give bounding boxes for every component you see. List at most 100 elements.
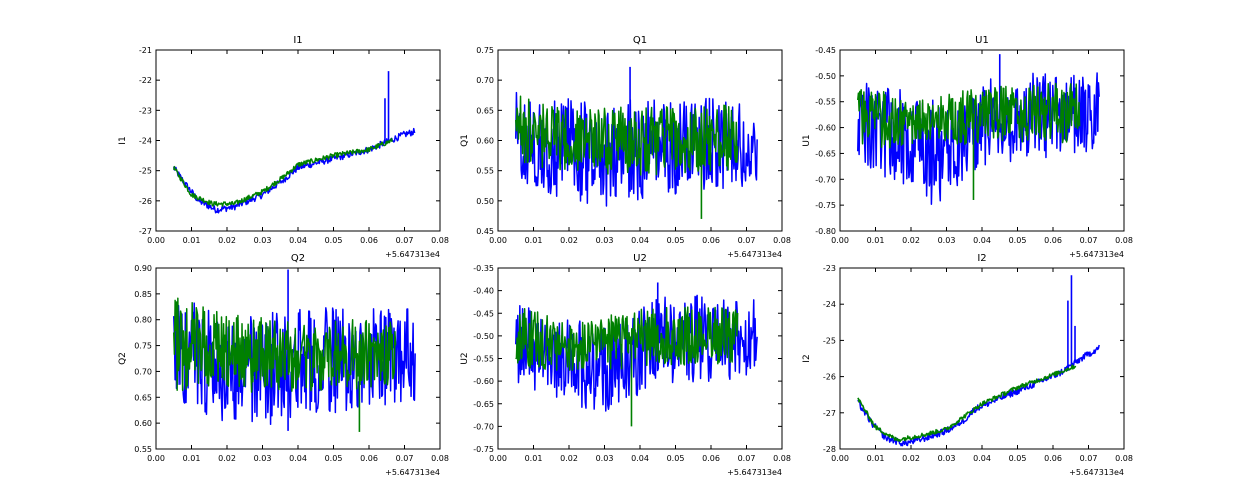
y-axis-label: U2: [460, 352, 470, 364]
subplot-title: I2: [977, 253, 986, 264]
plot-area: [173, 71, 416, 214]
plot-area: [173, 269, 416, 432]
y-tick-label: -0.55: [815, 98, 836, 107]
subplot-U1: 0.00 0.01 0.02 0.03 0.04 0.05 0.06 0.07 0.08 -0.8…: [802, 35, 1133, 259]
x-tick-label: 0.03: [938, 236, 956, 245]
x-offset-label: +5.647313e4: [727, 250, 782, 259]
x-tick-label: 0.08: [431, 454, 449, 463]
x-tick-label: 0.08: [431, 236, 449, 245]
plot-area: [515, 66, 758, 219]
subplot-title: U1: [975, 35, 989, 46]
subplot-I2: 0.00 0.01 0.02 0.03 0.04 0.05 0.06 0.07 0.08 -28 -…: [802, 253, 1133, 477]
x-tick-label: 0.05: [667, 454, 685, 463]
y-tick-label: -25: [823, 336, 836, 345]
series-line-2: [173, 137, 393, 207]
x-tick-label: 0.08: [773, 236, 791, 245]
x-tick-label: 0.06: [1044, 236, 1062, 245]
x-tick-label: 0.02: [902, 236, 920, 245]
y-tick-label: -28: [823, 445, 836, 454]
y-tick-label: 0.75: [476, 46, 494, 55]
plot-area: [857, 54, 1100, 205]
y-tick-label: -0.60: [473, 377, 494, 386]
y-tick-label: 0.70: [134, 367, 152, 376]
x-offset-label: +5.647313e4: [1069, 250, 1124, 259]
y-tick-label: -0.70: [473, 422, 494, 431]
y-tick-label: 0.55: [476, 167, 494, 176]
subplot-U2: 0.00 0.01 0.02 0.03 0.04 0.05 0.06 0.07 0.08 -0.7…: [460, 253, 791, 477]
plot-area: [857, 275, 1100, 447]
y-tick-label: 0.80: [134, 316, 152, 325]
y-tick-label: -23: [823, 264, 836, 273]
y-tick-label: 0.90: [134, 264, 152, 273]
x-tick-label: 0.04: [973, 454, 991, 463]
x-tick-label: 0.06: [1044, 454, 1062, 463]
x-tick-label: 0.00: [147, 454, 165, 463]
x-tick-label: 0.04: [973, 236, 991, 245]
x-tick-label: 0.03: [254, 236, 272, 245]
x-tick-label: 0.00: [489, 454, 507, 463]
y-tick-label: 0.65: [476, 106, 494, 115]
y-tick-label: -0.35: [473, 264, 494, 273]
x-tick-label: 0.06: [702, 454, 720, 463]
y-axis-label: Q2: [118, 352, 128, 365]
y-tick-label: -0.75: [815, 201, 836, 210]
x-tick-label: 0.04: [631, 454, 649, 463]
y-tick-label: -0.60: [815, 124, 836, 133]
series-line-2: [515, 306, 739, 371]
series-line-1: [515, 294, 758, 412]
y-tick-label: 0.75: [134, 342, 152, 351]
y-axis-label: I2: [802, 354, 812, 362]
x-tick-label: 0.01: [525, 236, 543, 245]
x-tick-label: 0.04: [631, 236, 649, 245]
subplot-Q1: 0.00 0.01 0.02 0.03 0.04 0.05 0.06 0.07 0.08 0.45…: [460, 35, 791, 259]
y-tick-label: -0.65: [473, 400, 494, 409]
x-tick-label: 0.00: [831, 454, 849, 463]
x-tick-label: 0.05: [1009, 454, 1027, 463]
x-tick-label: 0.03: [596, 454, 614, 463]
y-tick-label: 0.50: [476, 197, 494, 206]
x-tick-label: 0.01: [867, 454, 885, 463]
x-tick-label: 0.02: [560, 236, 578, 245]
x-tick-label: 0.03: [596, 236, 614, 245]
subplot-title: Q1: [633, 35, 647, 46]
x-tick-label: 0.01: [525, 454, 543, 463]
y-tick-label: -0.50: [473, 332, 494, 341]
y-tick-label: 0.55: [134, 445, 152, 454]
y-tick-label: -24: [139, 137, 152, 146]
y-tick-label: -0.50: [815, 72, 836, 81]
y-tick-label: -27: [823, 409, 836, 418]
subplot-title: Q2: [291, 253, 305, 264]
x-tick-label: 0.06: [360, 236, 378, 245]
y-tick-label: -26: [823, 373, 836, 382]
x-tick-label: 0.07: [396, 236, 414, 245]
y-tick-label: -27: [139, 227, 152, 236]
y-tick-label: -23: [139, 106, 152, 115]
x-tick-label: 0.08: [1115, 236, 1133, 245]
x-tick-label: 0.07: [1080, 454, 1098, 463]
y-tick-label: -0.80: [815, 227, 836, 236]
x-tick-label: 0.05: [1009, 236, 1027, 245]
y-tick-label: 0.45: [476, 227, 494, 236]
x-tick-label: 0.02: [902, 454, 920, 463]
series-line-2: [857, 82, 1081, 149]
y-tick-label: -26: [139, 197, 152, 206]
y-tick-label: -22: [139, 76, 152, 85]
x-tick-label: 0.05: [325, 454, 343, 463]
y-axis-label: I1: [118, 136, 128, 144]
series-line-2: [857, 364, 1077, 443]
x-tick-label: 0.00: [831, 236, 849, 245]
y-axis-label: U1: [802, 134, 812, 146]
x-tick-label: 0.02: [218, 454, 236, 463]
y-tick-label: -24: [823, 300, 836, 309]
x-tick-label: 0.00: [147, 236, 165, 245]
x-tick-label: 0.07: [1080, 236, 1098, 245]
y-tick-label: -0.75: [473, 445, 494, 454]
x-tick-label: 0.06: [702, 236, 720, 245]
y-tick-label: -0.65: [815, 149, 836, 158]
series-line-1: [857, 72, 1100, 205]
subplot-title: I1: [293, 35, 302, 46]
y-axis-label: Q1: [460, 134, 470, 147]
subplot-Q2: 0.00 0.01 0.02 0.03 0.04 0.05 0.06 0.07 0.08 0.55…: [118, 253, 449, 477]
